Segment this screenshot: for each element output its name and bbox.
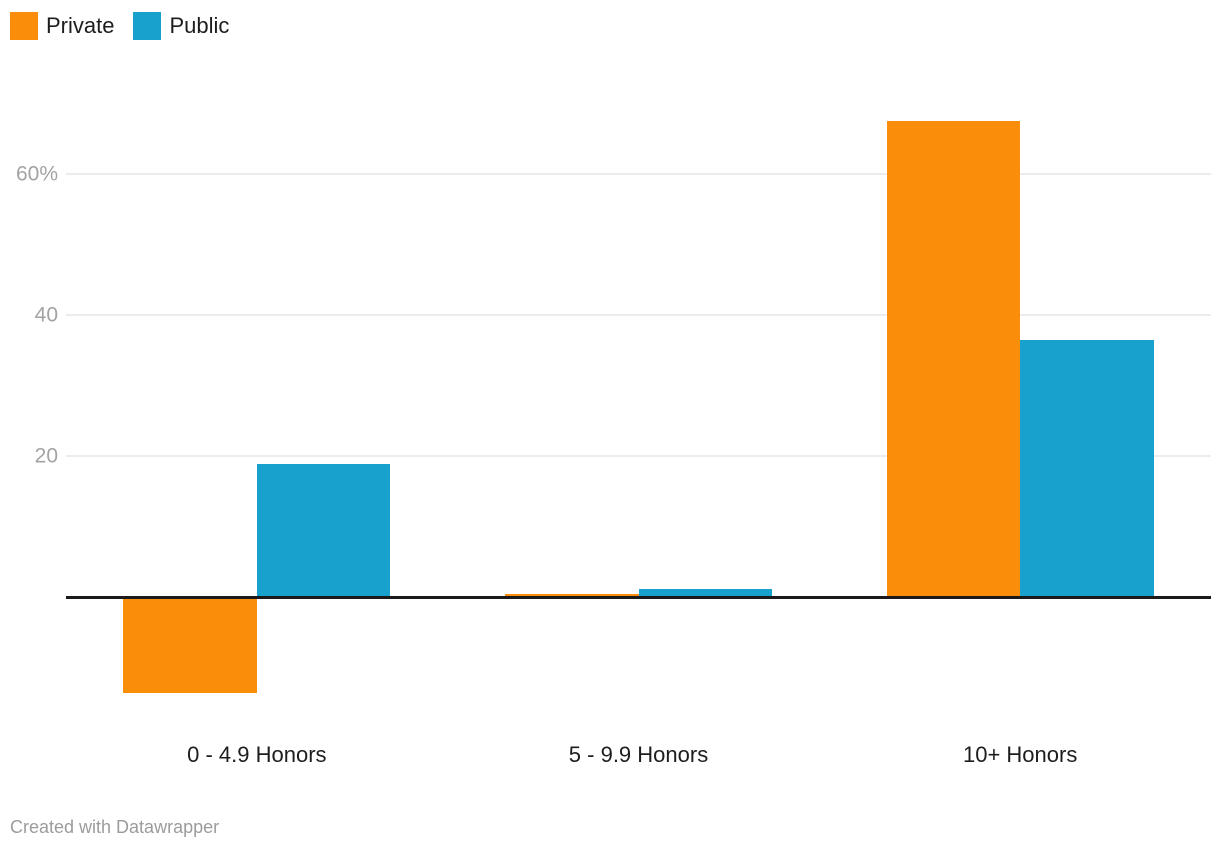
legend-item-private: Private <box>10 12 114 40</box>
legend-swatch-public-icon <box>133 12 162 40</box>
category-label-group1: 0 - 4.9 Honors <box>187 742 327 767</box>
legend-label-public: Public <box>169 13 230 38</box>
legend-swatch-private-icon <box>10 12 38 40</box>
bar-public-group2 <box>638 589 772 597</box>
legend-item-public: Public <box>133 12 229 40</box>
y-axis-tick-label-60: 60% <box>15 162 58 186</box>
bar-public-group1 <box>256 463 391 597</box>
zero-baseline <box>66 595 1211 599</box>
gridline-40 <box>66 314 1211 316</box>
y-axis-tick-label-40: 40 <box>34 303 58 327</box>
bar-private-group1 <box>123 597 257 693</box>
gridline-60 <box>66 173 1211 175</box>
bar-private-group3 <box>886 121 1021 597</box>
chart-legend: Private Public <box>10 12 248 40</box>
category-label-group2: 5 - 9.9 Honors <box>568 742 709 767</box>
gridline-20 <box>66 455 1211 457</box>
bar-public-group3 <box>1020 340 1154 597</box>
legend-label-private: Private <box>46 13 115 38</box>
category-label-group3: 10+ Honors <box>962 742 1078 767</box>
y-axis-tick-label-20: 20 <box>34 444 58 468</box>
datawrapper-attribution-link[interactable]: Created with Datawrapper <box>10 817 220 837</box>
